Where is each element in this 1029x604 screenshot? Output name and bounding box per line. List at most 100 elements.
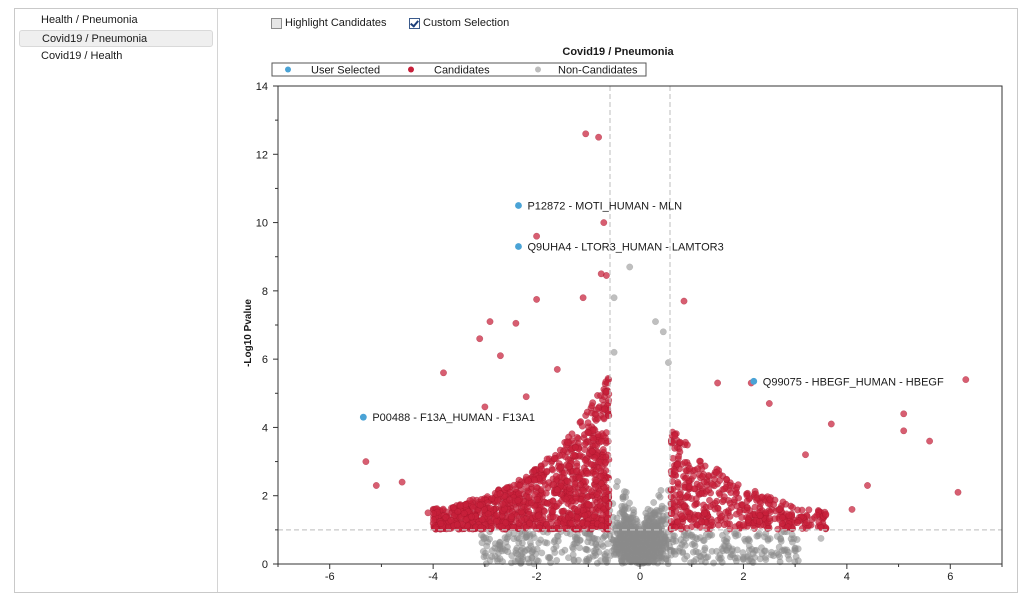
candidate-point: [575, 524, 582, 532]
candidate-point: [669, 454, 677, 462]
candidate-point: [571, 480, 579, 488]
non-candidate-point: [710, 559, 717, 567]
custom-selection-checkbox[interactable]: [409, 17, 420, 29]
non-candidate-point: [762, 554, 769, 561]
non-candidate-point: [592, 540, 600, 547]
candidate-point: [466, 496, 474, 504]
non-candidate-point: [493, 557, 501, 565]
candidate-point: [744, 516, 752, 524]
candidate-point: [538, 465, 546, 473]
candidate-point: [518, 516, 525, 524]
candidate-point: [584, 470, 592, 477]
non-candidate-point: [643, 512, 651, 520]
candidate-point: [740, 521, 747, 528]
candidate-point: [674, 478, 682, 486]
candidate-point: [595, 133, 602, 141]
candidate-point: [584, 419, 592, 427]
candidate-point: [559, 508, 567, 515]
non-candidate-point: [599, 534, 607, 542]
non-candidate-point: [683, 552, 691, 560]
non-candidate-point: [726, 553, 734, 561]
non-candidate-point: [591, 549, 599, 557]
candidate-point: [802, 451, 809, 459]
candidate-point: [798, 506, 806, 514]
non-candidate-point: [651, 511, 659, 519]
highlight-candidates-toggle[interactable]: Highlight Candidates: [271, 14, 387, 32]
candidate-point: [514, 496, 522, 504]
user-selected-point: [750, 377, 758, 385]
non-candidate-point: [513, 544, 521, 552]
candidate-point: [362, 458, 370, 465]
candidate-point: [556, 464, 564, 472]
non-candidate-point: [635, 549, 643, 557]
list-item-covid19-pneumonia[interactable]: Covid19 / Pneumonia: [19, 30, 213, 47]
candidate-point: [712, 469, 720, 476]
y-tick-label: 12: [256, 149, 268, 161]
candidate-point: [699, 473, 706, 480]
non-candidate-point: [618, 557, 625, 564]
candidate-point: [718, 512, 726, 520]
candidate-point: [588, 447, 596, 455]
non-candidate-point: [753, 546, 760, 554]
candidate-point: [550, 481, 557, 488]
candidate-point: [605, 502, 612, 510]
candidate-point: [756, 518, 763, 525]
y-axis-label: -Log10 Pvalue: [243, 299, 254, 367]
candidate-point: [578, 422, 586, 430]
candidate-point: [764, 525, 772, 532]
x-tick-label: 6: [947, 571, 953, 583]
candidate-point: [784, 523, 792, 531]
volcano-plot: Covid19 / Pneumonia User Selected Candid…: [243, 46, 1003, 583]
candidate-point: [700, 509, 708, 517]
candidate-point: [484, 510, 492, 518]
chart-title: Covid19 / Pneumonia: [562, 46, 674, 58]
candidate-point: [544, 484, 552, 492]
candidate-point: [705, 486, 713, 494]
non-candidate-point: [689, 548, 697, 556]
non-candidate-point: [699, 537, 707, 544]
candidate-point: [582, 130, 590, 138]
candidate-point: [667, 510, 675, 518]
candidate-point: [581, 440, 589, 448]
candidate-point: [499, 500, 507, 508]
non-candidate-point: [777, 537, 785, 545]
non-candidate-point: [701, 546, 708, 554]
candidate-point: [595, 464, 603, 472]
x-tick-label: 0: [637, 571, 643, 583]
non-candidate-point: [791, 546, 799, 554]
candidate-point: [736, 508, 743, 516]
candidate-point: [533, 483, 540, 491]
legend-user-selected-marker: [285, 66, 291, 73]
candidate-point: [711, 505, 719, 513]
candidate-point: [496, 490, 504, 498]
highlight-candidates-checkbox[interactable]: [271, 17, 282, 29]
non-candidate-point: [785, 548, 792, 556]
candidate-point: [398, 478, 406, 486]
candidate-point: [510, 524, 517, 531]
x-tick-label: -6: [325, 571, 335, 583]
candidate-point: [476, 501, 484, 509]
custom-selection-toggle[interactable]: Custom Selection: [409, 14, 509, 32]
candidate-point: [794, 519, 801, 527]
candidate-point: [708, 518, 716, 526]
non-candidate-point: [496, 545, 504, 552]
non-candidate-point: [525, 545, 533, 553]
x-tick-label: -2: [532, 571, 542, 583]
non-candidate-point: [603, 559, 611, 566]
list-item-covid19-health[interactable]: Covid19 / Health: [41, 50, 123, 62]
candidate-point: [579, 486, 587, 494]
candidate-point: [815, 518, 823, 526]
candidate-point: [696, 457, 703, 465]
candidate-point: [598, 522, 605, 530]
non-candidate-point: [690, 539, 698, 547]
candidate-point: [462, 516, 470, 524]
candidate-point: [568, 520, 576, 527]
candidate-point: [690, 485, 698, 493]
non-candidate-point: [519, 553, 527, 561]
non-candidate-point: [630, 509, 638, 516]
non-candidate-point: [517, 559, 525, 567]
candidate-point: [576, 474, 584, 482]
list-item-health-pneumonia[interactable]: Health / Pneumonia: [41, 14, 138, 26]
axes: -6 -4 -2 0 2 4 6 0 2 4 6 8 10 12 14: [256, 81, 1003, 583]
candidate-point: [744, 504, 751, 511]
